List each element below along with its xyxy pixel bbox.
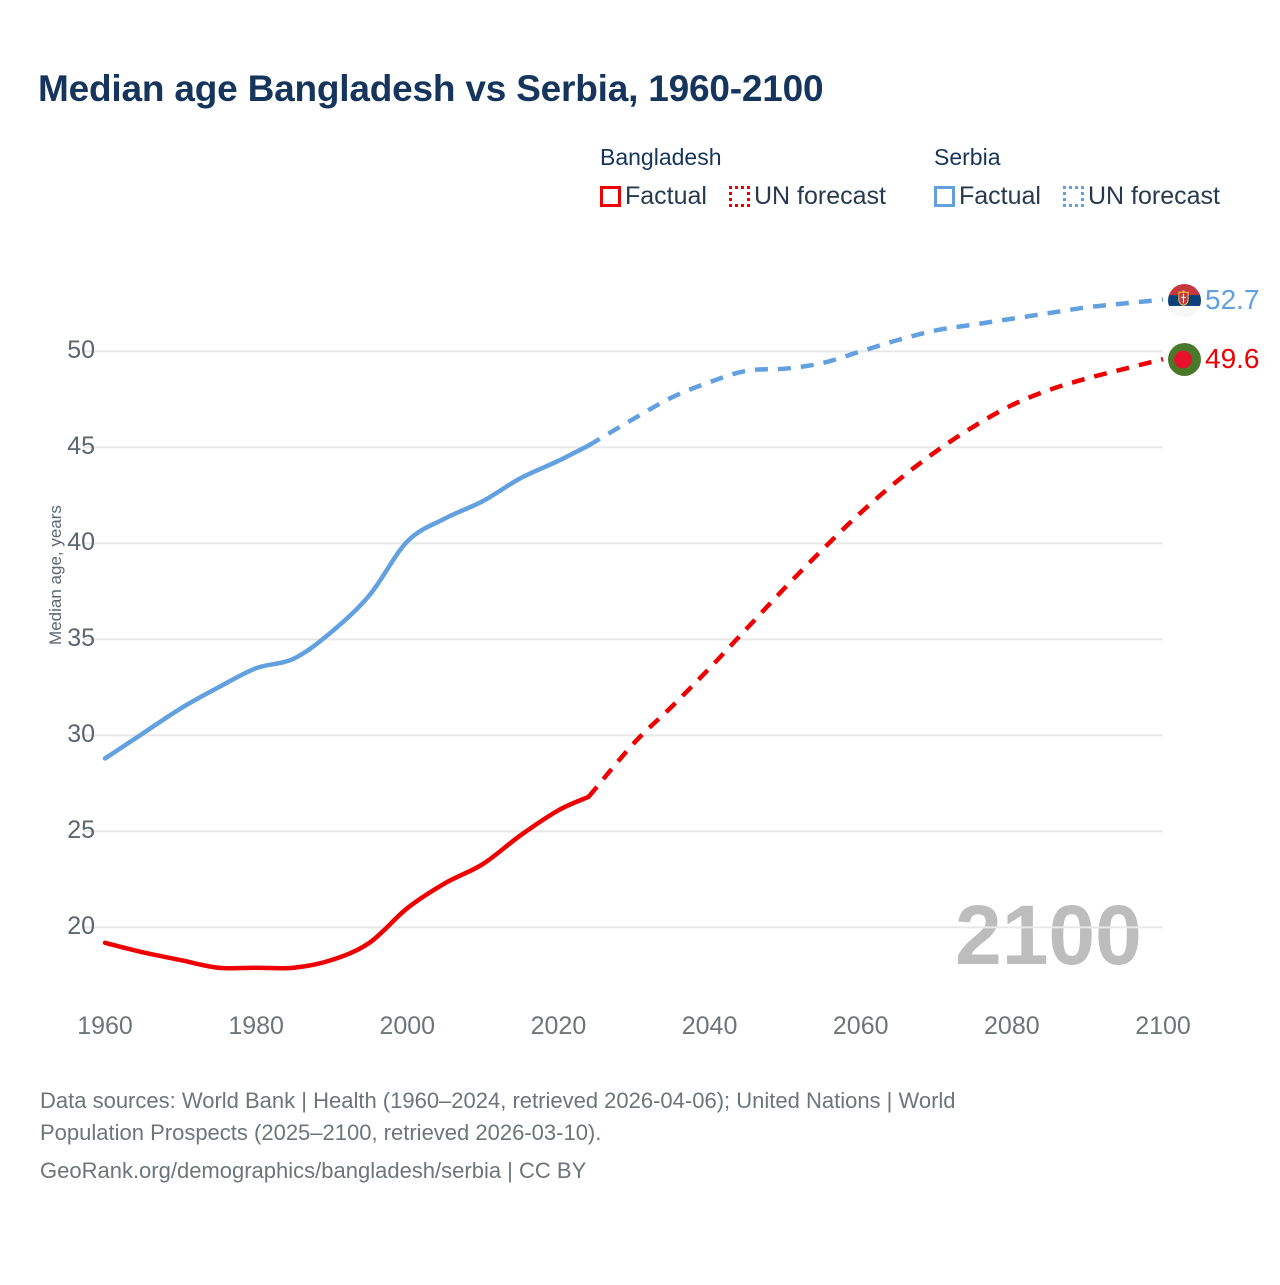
legend-item-serbia-factual[interactable]: Factual xyxy=(934,182,1041,211)
legend-item-bangladesh-forecast[interactable]: UN forecast xyxy=(728,182,886,211)
legend-item-label: Factual xyxy=(625,182,707,210)
y-axis-tick-label: 20 xyxy=(67,912,95,941)
series-line-forecast-serbia xyxy=(587,297,1164,448)
series-line-factual-serbia xyxy=(102,443,591,761)
legend-item-label: Factual xyxy=(959,182,1041,210)
legend-swatch-solid-icon xyxy=(934,186,955,207)
legend-swatch-solid-icon xyxy=(600,186,621,207)
footer-sources-line2: Population Prospects (2025–2100, retriev… xyxy=(40,1120,602,1145)
bangladesh-flag-icon xyxy=(1168,343,1201,377)
endpoint-value-label: 52.7 xyxy=(1205,283,1260,315)
footer: Data sources: World Bank | Health (1960–… xyxy=(40,1085,1180,1187)
legend-swatch-dotted-icon xyxy=(728,186,750,207)
series-line-forecast-bangladesh xyxy=(586,356,1164,799)
legend-row: Factual UN forecast xyxy=(600,182,886,211)
x-axis-tick-label: 2020 xyxy=(530,1012,587,1040)
legend-group-bangladesh: Bangladesh Factual UN forecast xyxy=(600,143,886,211)
y-axis-tick-label: 30 xyxy=(67,720,95,749)
x-axis-tick-label: 1980 xyxy=(228,1012,284,1040)
legend-country-label: Serbia xyxy=(934,144,1001,170)
legend-item-label: UN forecast xyxy=(1087,182,1220,210)
legend-item-label: UN forecast xyxy=(753,182,886,210)
y-axis-tick-label: 35 xyxy=(67,624,95,653)
y-axis-tick-label: 45 xyxy=(67,432,95,461)
footer-attribution[interactable]: GeoRank.org/demographics/bangladesh/serb… xyxy=(40,1158,587,1183)
page-title: Median age Bangladesh vs Serbia, 1960-21… xyxy=(38,68,824,109)
x-axis-tick-label: 2080 xyxy=(984,1012,1040,1040)
year-watermark: 2100 xyxy=(955,888,1142,982)
legend-item-bangladesh-factual[interactable]: Factual xyxy=(600,182,707,211)
legend-group-serbia: Serbia Factual UN forecast xyxy=(934,143,1220,211)
y-axis-tick-label: 25 xyxy=(67,816,95,845)
x-axis-tick-label: 2040 xyxy=(681,1012,738,1040)
series-line-factual-bangladesh xyxy=(102,794,591,971)
legend-row: Factual UN forecast xyxy=(934,182,1220,211)
serbia-flag-icon xyxy=(1168,283,1201,317)
legend-swatch-dotted-icon xyxy=(1062,186,1084,207)
x-axis-tick-label: 2060 xyxy=(832,1012,889,1040)
y-axis-tick-label: 40 xyxy=(67,528,95,557)
x-axis-tick-label: 2000 xyxy=(379,1012,436,1040)
legend-item-serbia-forecast[interactable]: UN forecast xyxy=(1062,182,1220,211)
y-axis-tick-label: 50 xyxy=(67,336,95,365)
footer-sources-line1: Data sources: World Bank | Health (1960–… xyxy=(40,1088,956,1113)
x-axis-tick-label: 2100 xyxy=(1135,1012,1191,1040)
endpoint-value-label: 49.6 xyxy=(1205,343,1260,375)
x-axis-tick-label: 1960 xyxy=(77,1012,133,1040)
legend-country-label: Bangladesh xyxy=(600,144,722,170)
